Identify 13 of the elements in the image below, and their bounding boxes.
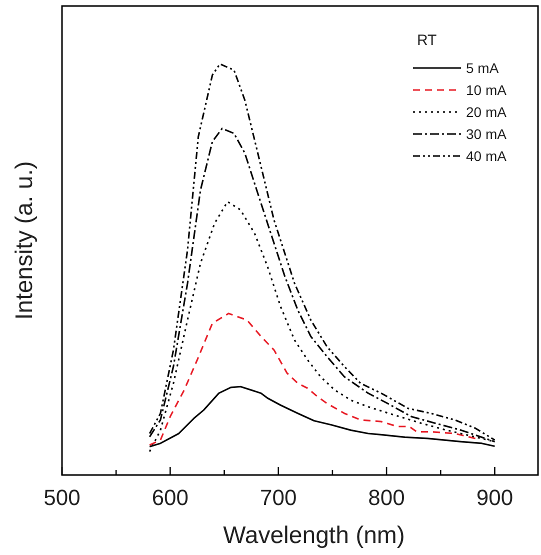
legend-label: 40 mA: [466, 148, 508, 164]
legend-label: 10 mA: [466, 82, 508, 98]
legend-label: 30 mA: [466, 126, 508, 142]
x-tick-label: 500: [44, 485, 80, 510]
legend-label: 5 mA: [466, 60, 500, 76]
x-tick-label: 800: [368, 485, 405, 510]
x-tick-label: 600: [152, 485, 189, 510]
legend-label: 20 mA: [466, 104, 508, 120]
x-axis-title: Wavelength (nm): [223, 522, 405, 549]
x-tick-label: 900: [476, 485, 514, 510]
legend-title: RT: [417, 32, 437, 49]
y-axis-title: Intensity (a. u.): [11, 161, 38, 320]
x-tick-label: 700: [260, 485, 297, 510]
